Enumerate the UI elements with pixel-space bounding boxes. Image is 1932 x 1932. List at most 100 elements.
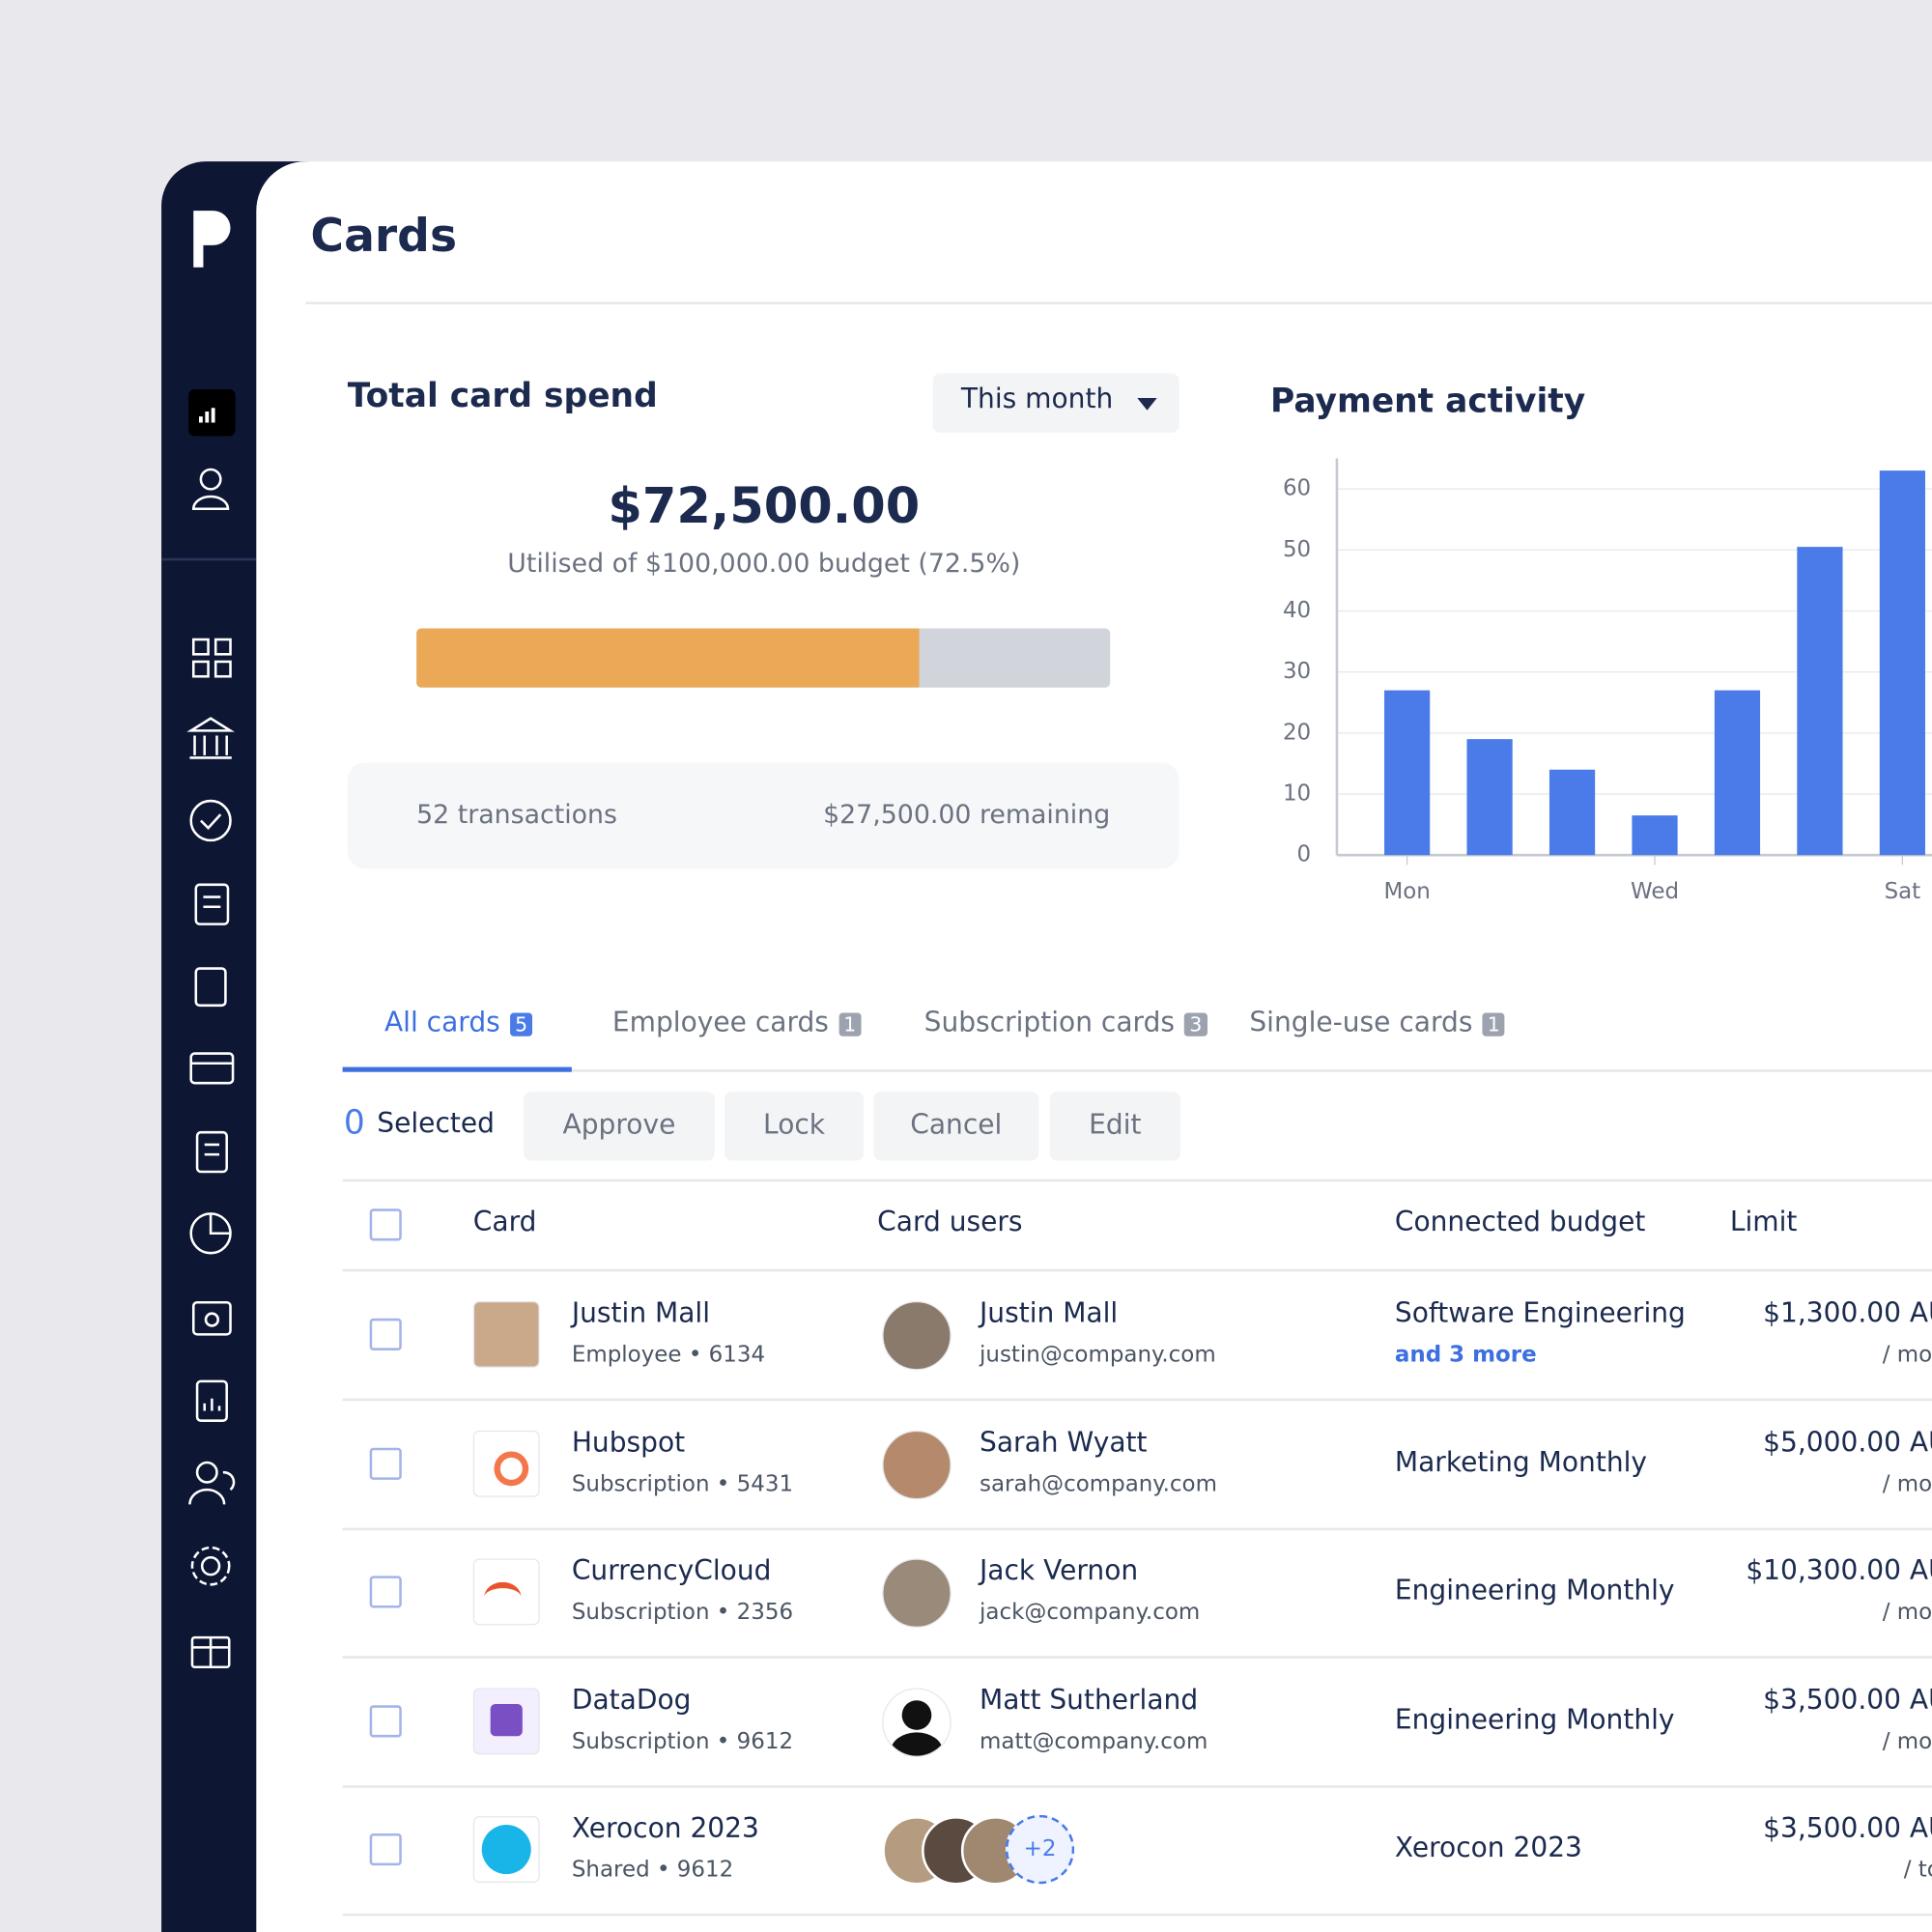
budget: Engineering Monthly — [1394, 1576, 1675, 1607]
card-name: Justin Mall — [571, 1298, 711, 1330]
action-button[interactable]: Edit — [1049, 1092, 1180, 1161]
budget: Software Engineering — [1394, 1298, 1686, 1330]
action-button[interactable]: Approve — [524, 1092, 715, 1161]
card-type: Subscription • 5431 — [571, 1470, 794, 1497]
user-email: sarah@company.com — [980, 1470, 1217, 1497]
progress-track — [416, 628, 1111, 688]
user-avatar — [882, 1300, 952, 1371]
checkbox[interactable] — [369, 1318, 402, 1350]
action-button[interactable]: Cancel — [873, 1092, 1039, 1161]
budget: Engineering Monthly — [1394, 1704, 1675, 1736]
checkbox[interactable] — [369, 1576, 402, 1608]
tab[interactable]: All cards 5 — [384, 1008, 533, 1039]
user-email: matt@company.com — [980, 1727, 1208, 1754]
tab[interactable]: Subscription cards 3 — [924, 1008, 1208, 1038]
remaining: $27,500.00 remaining — [823, 799, 1111, 830]
limit: $3,500.00 AUD — [1763, 1813, 1932, 1845]
card-logo — [472, 1558, 540, 1626]
x-tick-label: Sat — [1885, 879, 1921, 904]
card-name: Hubspot — [571, 1427, 686, 1459]
bar — [1797, 547, 1843, 856]
column-header: Card users — [877, 1207, 1023, 1238]
avatar-body — [891, 1731, 943, 1755]
period-dropdown[interactable]: This month — [932, 373, 1179, 433]
tab[interactable]: Single-use cards 1 — [1249, 1008, 1505, 1039]
tab-count: 1 — [1482, 1012, 1505, 1037]
y-tick-label: 0 — [1297, 842, 1312, 867]
tab-label: Employee cards — [611, 1008, 829, 1039]
checkbox[interactable] — [369, 1704, 402, 1737]
limit: $5,000.00 AUD — [1763, 1427, 1932, 1459]
limit-period: / month — [1882, 1727, 1932, 1754]
y-tick-label: 10 — [1283, 781, 1311, 807]
user-email: justin@company.com — [980, 1342, 1216, 1368]
logo-mark — [490, 1703, 523, 1736]
card-type: Subscription • 9612 — [571, 1727, 794, 1754]
avatar-head — [901, 1699, 932, 1730]
tab-underline — [342, 1066, 572, 1072]
user-name: Matt Sutherland — [980, 1685, 1199, 1717]
bar — [1632, 815, 1678, 856]
bar — [1384, 690, 1431, 856]
table-divider — [342, 1268, 1932, 1272]
spend-summary: 52 transactions $27,500.00 remaining — [347, 762, 1179, 869]
budget-more[interactable]: and 3 more — [1394, 1342, 1537, 1368]
card-type: Subscription • 2356 — [571, 1599, 794, 1626]
limit-period: / month — [1882, 1470, 1932, 1497]
user-email: jack@company.com — [980, 1599, 1201, 1626]
bar — [1879, 470, 1925, 856]
card-logo — [472, 1300, 540, 1368]
tab-count: 1 — [838, 1012, 862, 1037]
row-divider — [342, 1526, 1932, 1530]
x-tick-label: Mon — [1383, 879, 1430, 904]
action-button[interactable]: Lock — [724, 1092, 865, 1161]
tab-label: All cards — [384, 1008, 500, 1039]
tab-count: 5 — [509, 1012, 533, 1037]
column-header: Connected budget — [1394, 1207, 1646, 1238]
tab[interactable]: Employee cards 1 — [611, 1008, 862, 1039]
limit: $1,300.00 AUD — [1763, 1298, 1932, 1330]
bar — [1714, 690, 1761, 856]
card-name: DataDog — [571, 1685, 692, 1717]
checkbox[interactable] — [369, 1208, 402, 1241]
column-header: Card — [472, 1207, 537, 1238]
card-type: Shared • 9612 — [571, 1857, 734, 1883]
x-tick-label: Wed — [1631, 879, 1679, 904]
user-name: Sarah Wyatt — [980, 1427, 1148, 1459]
user-avatar — [882, 1558, 952, 1628]
limit-period: / total — [1903, 1857, 1932, 1883]
progress-fill — [416, 628, 920, 688]
card-logo — [472, 1687, 540, 1754]
y-tick-label: 50 — [1283, 537, 1311, 562]
dropdown-arrow — [1137, 397, 1157, 411]
column-header: Limit — [1729, 1207, 1798, 1238]
spend-title: Total card spend — [347, 377, 658, 415]
logo-mark — [484, 1581, 522, 1613]
y-tick-label: 60 — [1283, 476, 1311, 501]
row-divider — [342, 1784, 1932, 1788]
logo-mark — [481, 1825, 531, 1875]
card-name: CurrencyCloud — [571, 1555, 772, 1587]
y-tick-label: 30 — [1283, 659, 1311, 684]
card-type: Employee • 6134 — [571, 1342, 766, 1368]
checkbox[interactable] — [369, 1833, 402, 1866]
logo-mark — [494, 1450, 529, 1486]
tab-count: 3 — [1184, 1012, 1208, 1037]
limit: $3,500.00 AUD — [1763, 1685, 1932, 1717]
tab-label: Single-use cards — [1249, 1008, 1473, 1039]
row-divider — [342, 1913, 1932, 1917]
spend-total: $72,500.00 — [608, 477, 921, 535]
y-tick-label: 20 — [1283, 720, 1311, 745]
row-divider — [342, 1656, 1932, 1659]
limit: $10,300.00 AUD — [1746, 1555, 1932, 1587]
user-avatar — [882, 1430, 952, 1499]
checkbox[interactable] — [369, 1447, 402, 1480]
budget-note: Utilised of $100,000.00 budget (72.5%) — [507, 548, 1021, 579]
bar — [1548, 769, 1596, 856]
row-divider — [342, 1398, 1932, 1402]
budget: Xerocon 2023 — [1394, 1833, 1582, 1864]
sidebar-icons — [161, 211, 257, 1669]
tabs-divider — [342, 1069, 1932, 1072]
